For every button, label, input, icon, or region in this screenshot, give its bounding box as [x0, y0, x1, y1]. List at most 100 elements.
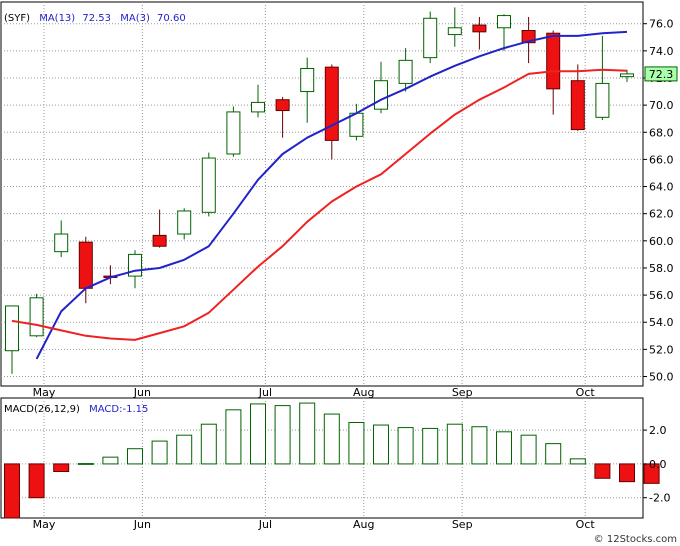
- candle-body: [5, 305, 19, 352]
- month-label: Oct: [576, 518, 596, 531]
- month-labels: May May Jun Jun Jul Jul Aug Aug Sep Sep Oct Oct: [33, 386, 596, 531]
- candle-body: [226, 111, 241, 155]
- price-tick-label: 54.0: [649, 316, 674, 329]
- month-label: Jun: [133, 518, 151, 531]
- candle-body: [300, 67, 315, 93]
- month-label: May: [33, 518, 56, 531]
- macd-bar: [176, 434, 193, 465]
- candle-body: [398, 59, 413, 84]
- macd-bar: [127, 448, 143, 465]
- price-tick-label: 60.0: [649, 235, 674, 248]
- macd-bar: [77, 463, 94, 465]
- candle-body: [349, 112, 364, 137]
- candle-body: [472, 24, 487, 33]
- macd-bar: [496, 431, 512, 465]
- candle-body: [423, 17, 438, 59]
- month-label: May: [33, 386, 56, 399]
- price-tick-label: 64.0: [649, 181, 674, 194]
- candle-body: [447, 27, 462, 36]
- macd-bar: [619, 463, 635, 483]
- macd-bar: [594, 463, 611, 479]
- macd-tick-label: -2.0: [649, 492, 670, 505]
- ma13-label: MA(13): [39, 13, 75, 24]
- macd-panel-frame: [0, 397, 644, 519]
- macd-bar: [225, 409, 242, 465]
- candle-body: [152, 234, 167, 247]
- macd-bar: [53, 463, 70, 473]
- ma3-line: [11, 68, 628, 341]
- month-label: Aug: [353, 518, 374, 531]
- price-tick-label: 68.0: [649, 126, 674, 139]
- month-label: Jun: [133, 386, 151, 399]
- month-label: Sep: [452, 386, 473, 399]
- candle-body: [374, 80, 388, 110]
- month-label: Sep: [452, 518, 473, 531]
- month-label: Jul: [258, 386, 272, 399]
- price-tick-label: 52.0: [649, 343, 674, 356]
- ma13-value: 72.53: [82, 13, 111, 24]
- candle-body: [54, 233, 69, 253]
- macd-bar: [151, 440, 168, 465]
- price-tick-label: 66.0: [649, 153, 674, 166]
- macd-header: MACD(26,12,9) MACD:-1.15: [4, 404, 148, 415]
- candle-body: [620, 73, 634, 78]
- macd-bar: [28, 463, 45, 499]
- candle-body: [497, 15, 511, 29]
- price-tick-label: 62.0: [649, 208, 674, 221]
- price-tick-label: 70.0: [649, 99, 674, 112]
- ticker-label: (SYF): [4, 13, 30, 24]
- watermark: © 12Stocks.com: [594, 534, 677, 545]
- price-tick-label: 74.0: [649, 45, 674, 58]
- macd-bar: [422, 427, 439, 465]
- candle-body: [546, 32, 561, 90]
- candlesticks: [5, 7, 634, 374]
- candle-body: [201, 157, 216, 213]
- candle-body: [324, 66, 339, 141]
- macd-bar: [200, 423, 217, 465]
- macd-bar: [299, 402, 316, 465]
- last-price-tag: [644, 66, 678, 82]
- macd-axis: -2.0 0.0 2.0: [643, 424, 670, 505]
- macd-bar: [520, 434, 537, 465]
- price-panel-frame: [0, 1, 644, 387]
- macd-bar: [4, 463, 20, 519]
- macd-bar: [569, 458, 586, 465]
- month-label: Jul: [258, 518, 272, 531]
- candle-body: [251, 101, 265, 113]
- last-price-value: 72.3: [649, 68, 674, 81]
- ma3-label: MA(3): [120, 13, 150, 24]
- macd-bar: [102, 456, 119, 465]
- ma3-value: 70.60: [157, 13, 186, 24]
- macd-bar: [643, 463, 660, 484]
- macd-bar: [373, 424, 389, 465]
- price-tick-label: 58.0: [649, 262, 674, 275]
- macd-value: MACD:-1.15: [89, 404, 148, 415]
- candle-body: [570, 80, 585, 131]
- header: (SYF) MA(13) 72.53 MA(3) 70.60: [4, 13, 186, 24]
- price-axis: 50.0 52.0 54.0 56.0 58.0 60.0 62.0 64.0 66.0 68.0…: [643, 18, 674, 384]
- price-tick-label: 76.0: [649, 18, 674, 31]
- moving-averages: [11, 30, 628, 360]
- candle-body: [177, 210, 192, 235]
- macd-bar: [323, 413, 340, 465]
- macd-bar: [545, 443, 562, 465]
- macd-bar: [471, 426, 488, 465]
- candle-body: [595, 82, 610, 118]
- candle-body: [275, 99, 290, 112]
- candle-body: [78, 241, 93, 289]
- macd-tick-label: 2.0: [649, 424, 667, 437]
- price-grid: [1, 2, 643, 386]
- macd-bar: [250, 403, 266, 465]
- price-tick-label: 56.0: [649, 289, 674, 302]
- candle-body: [29, 297, 44, 337]
- macd-histogram: [4, 402, 660, 519]
- ma13-line: [35, 30, 628, 360]
- macd-tick-label: 0.0: [649, 458, 667, 471]
- macd-bar: [397, 427, 414, 465]
- macd-bar: [446, 423, 463, 465]
- month-label: Aug: [353, 386, 374, 399]
- price-tick-label: 50.0: [649, 371, 674, 384]
- macd-bar: [348, 422, 365, 465]
